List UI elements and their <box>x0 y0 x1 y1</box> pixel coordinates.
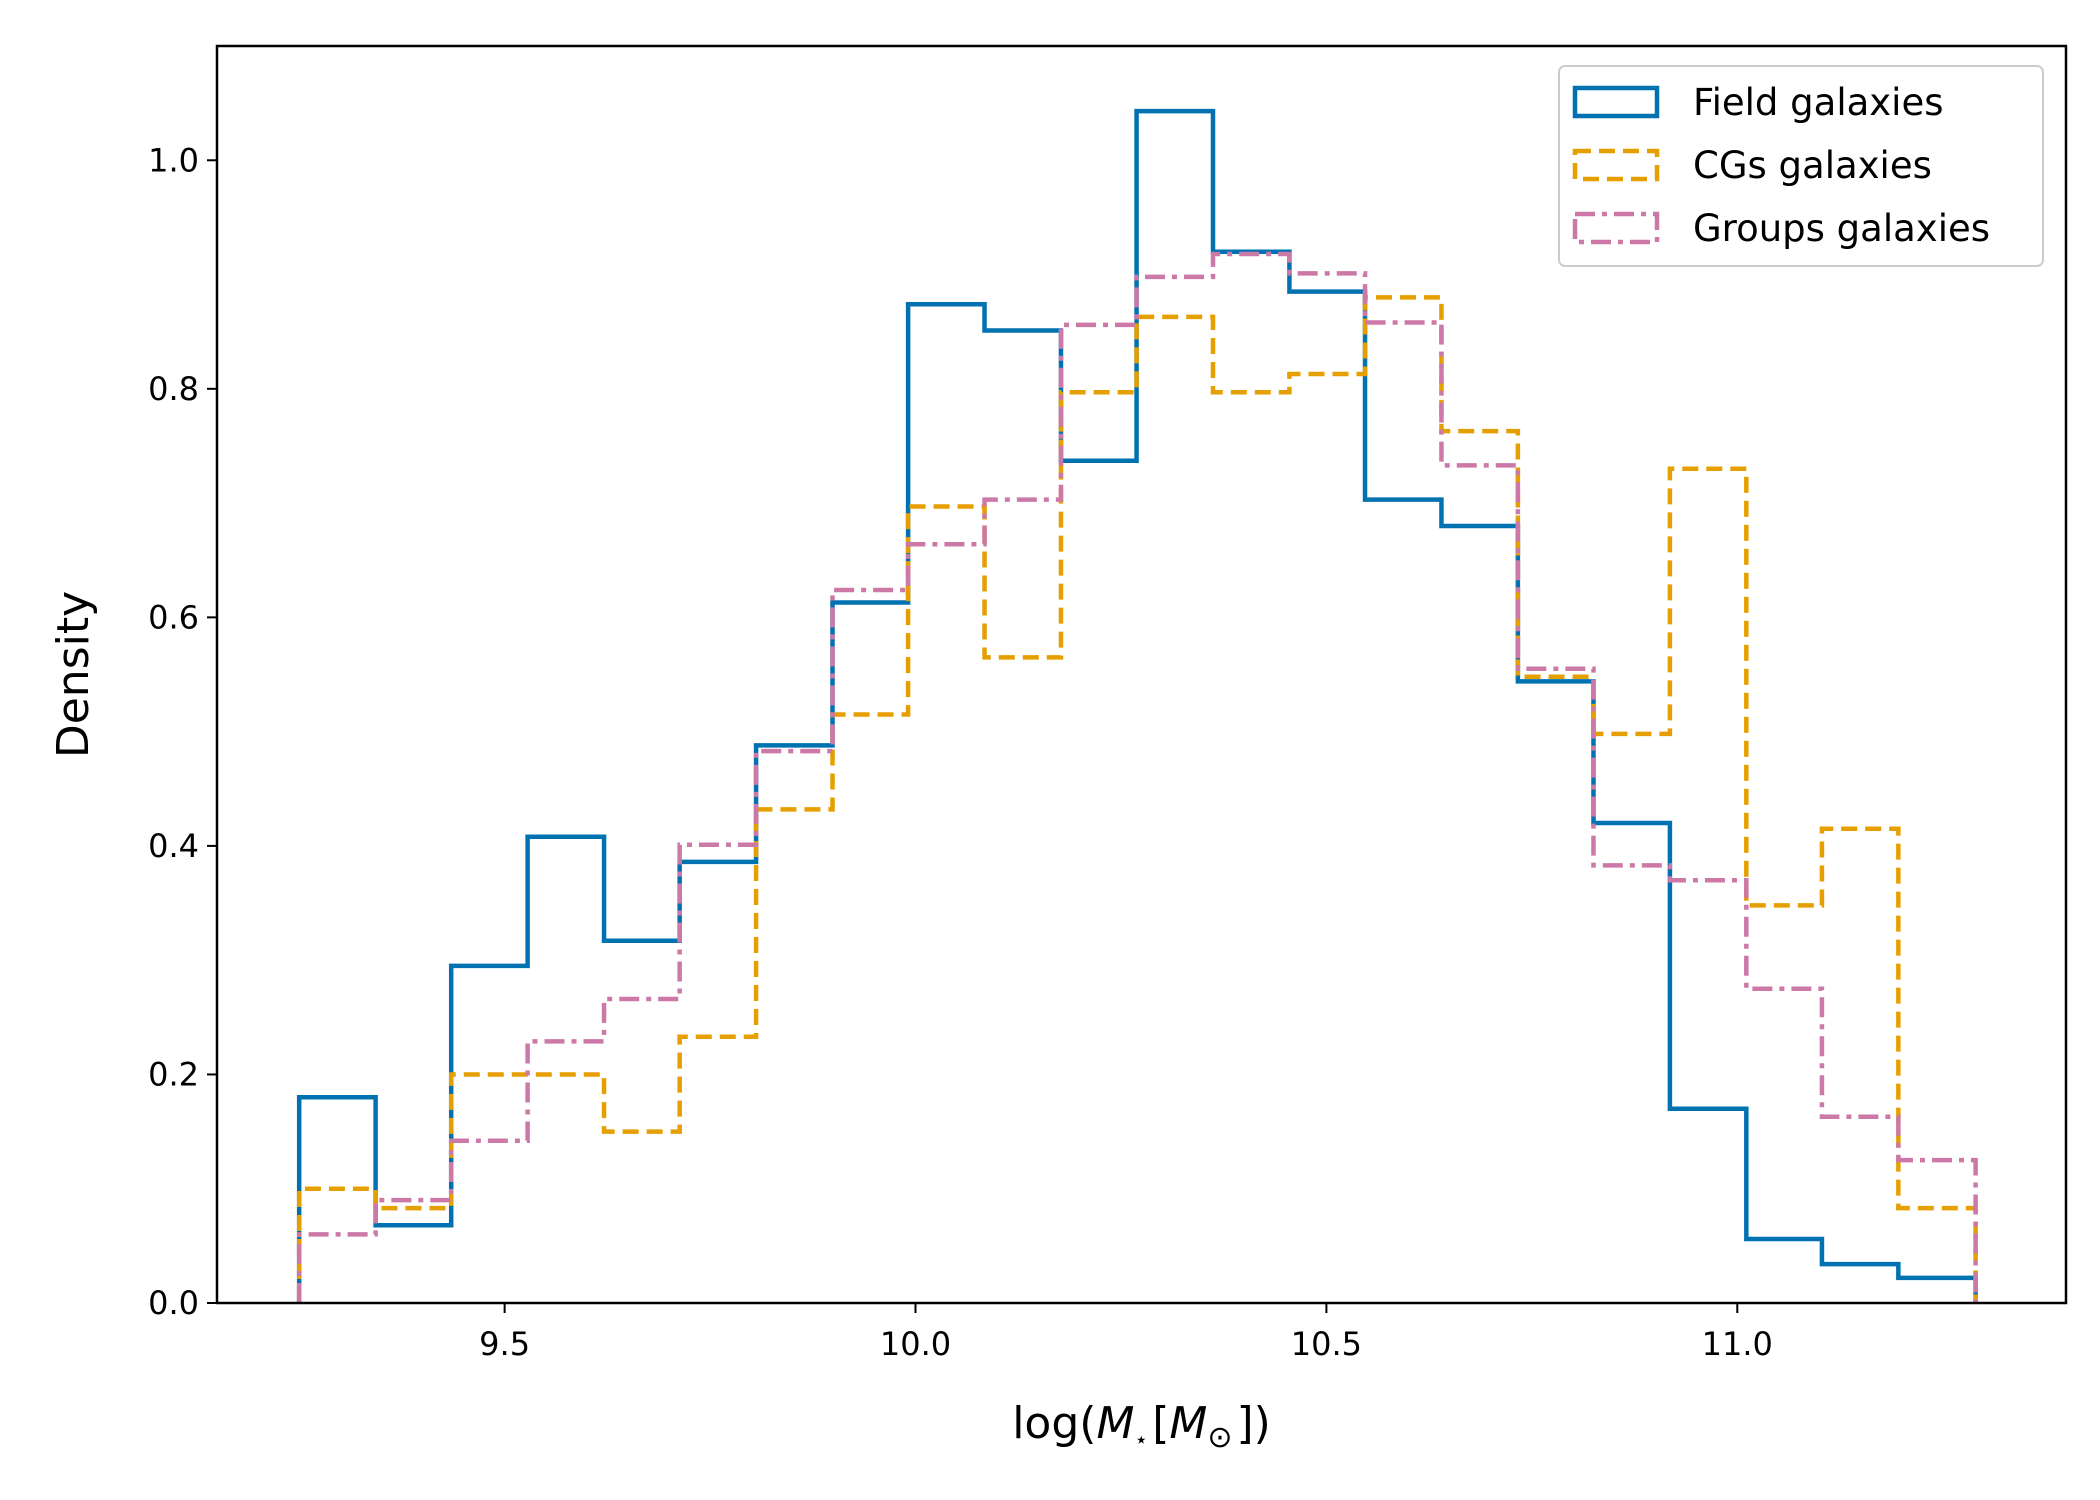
legend-box <box>1558 65 2044 267</box>
axes-frame <box>215 44 2068 1305</box>
series-step-groups-galaxies <box>296 251 1978 1303</box>
legend-entries: Field galaxies CGs galaxies Groups galaxie… <box>1572 81 1990 250</box>
y-tick-label: 0.8 <box>148 370 199 408</box>
y-axis-ticks: 0.0 0.2 0.4 0.6 0.8 1.0 <box>148 141 217 1322</box>
y-tick-label: 0.6 <box>148 598 199 636</box>
x-axis-label-symbol-2: M <box>1169 1398 1207 1449</box>
legend-entry: CGs galaxies <box>1572 144 1932 187</box>
legend-swatch <box>1572 148 1660 182</box>
x-axis-ticks: 9.5 10.0 10.5 11.0 <box>479 1303 1773 1363</box>
y-axis-label: Density <box>48 591 99 758</box>
legend-entry: Field galaxies <box>1572 81 1944 124</box>
x-axis-label-prefix: log( <box>1012 1398 1096 1449</box>
x-tick-label: 10.5 <box>1291 1325 1362 1363</box>
x-axis-label-symbol: M <box>1096 1398 1134 1449</box>
x-axis-label-bracket: [ <box>1152 1398 1169 1449</box>
x-axis-label-star: ⋆ <box>1134 1428 1148 1453</box>
legend-swatch <box>1572 85 1660 119</box>
series-step-cgs-galaxies <box>296 295 1978 1303</box>
y-tick-label: 0.2 <box>148 1055 199 1093</box>
y-tick-label: 1.0 <box>148 141 199 179</box>
legend-swatch <box>1572 211 1660 245</box>
legend-entry: Groups galaxies <box>1572 207 1990 250</box>
legend-label: Field galaxies <box>1693 81 1944 124</box>
legend-label: Groups galaxies <box>1693 207 1990 250</box>
x-tick-label: 11.0 <box>1702 1325 1773 1363</box>
x-tick-label: 10.0 <box>880 1325 951 1363</box>
y-tick-label: 0.0 <box>148 1284 199 1322</box>
x-tick-label: 9.5 <box>479 1325 530 1363</box>
series-step-field-galaxies <box>296 108 1978 1303</box>
x-axis-label: log(M⋆[M⊙]) <box>1012 1398 1271 1455</box>
x-axis-label-sun: ⊙ <box>1207 1420 1232 1455</box>
series-layer <box>296 108 1978 1303</box>
y-tick-label: 0.4 <box>148 827 199 865</box>
x-axis-label-suffix: ]) <box>1236 1398 1270 1449</box>
legend-label: CGs galaxies <box>1693 144 1932 187</box>
legend: Field galaxies CGs galaxies Groups galaxie… <box>1558 65 2044 267</box>
